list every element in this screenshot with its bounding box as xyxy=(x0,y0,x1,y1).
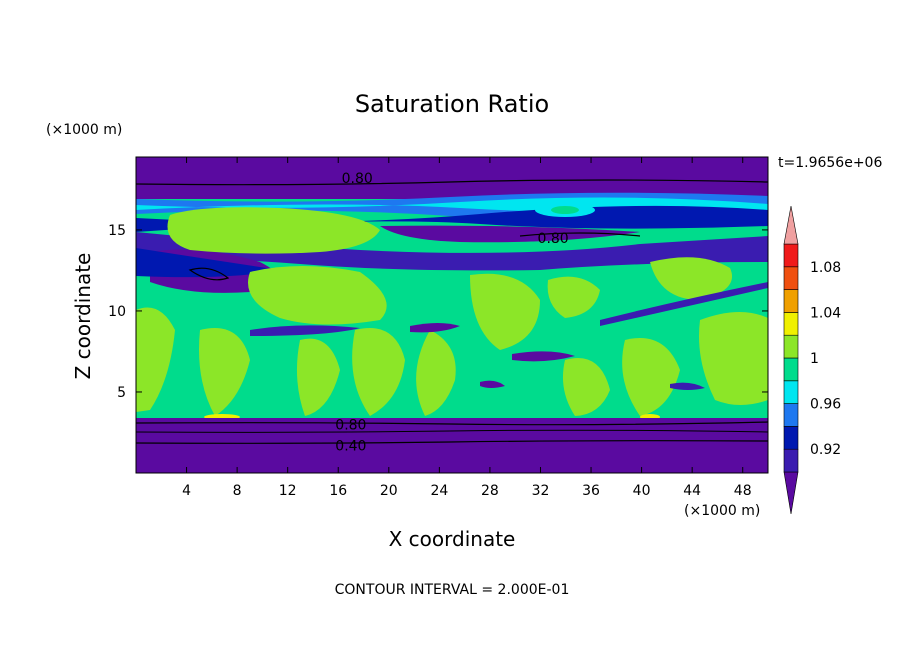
colorbar-swatch xyxy=(783,426,799,450)
green-cell-2 xyxy=(470,273,540,350)
contour-interval-note: CONTOUR INTERVAL = 2.000E-01 xyxy=(335,582,570,598)
green-cell-6 xyxy=(199,328,250,416)
contour-080-low xyxy=(136,421,768,426)
y-tick-label: 10 xyxy=(108,304,126,320)
colorbar-swatch xyxy=(783,357,799,382)
mid-band-purple xyxy=(380,225,640,243)
colorbar-tick-label: 1.08 xyxy=(810,260,841,276)
upper-green-cloud xyxy=(167,207,380,254)
y-axis-ticks: 5 10 15 xyxy=(108,223,768,401)
colorbar-swatch xyxy=(783,448,799,473)
colorbar-swatch xyxy=(783,266,799,290)
y-axis-label: Z coordinate xyxy=(71,253,95,380)
colorbar-under-triangle xyxy=(783,471,799,515)
contour-label: 0.80 xyxy=(538,231,569,247)
colorbar-swatch xyxy=(783,312,799,336)
cyan-blob-core xyxy=(551,206,579,214)
x-tick-label: 48 xyxy=(734,483,752,499)
y-axis-unit: (×1000 m) xyxy=(46,122,122,138)
colorbar: 0.92 0.96 1 1.04 1.08 xyxy=(783,205,841,515)
green-cell-12 xyxy=(699,311,768,405)
time-label: t=1.9656e+06 xyxy=(778,155,882,171)
colorbar-tick-label: 0.96 xyxy=(810,397,841,413)
contour-080-mid xyxy=(519,232,641,237)
colorbar-tick-label: 1 xyxy=(810,351,819,367)
contour-040-low xyxy=(136,440,768,444)
green-cell-5 xyxy=(136,307,175,412)
left-blue-pocket xyxy=(136,248,280,278)
chart-title: Saturation Ratio xyxy=(355,90,549,118)
contour-080-pocket xyxy=(188,267,230,281)
x-tick-label: 32 xyxy=(532,483,550,499)
green-cell-8 xyxy=(352,328,405,416)
contour-label: 0.80 xyxy=(335,417,366,433)
colorbar-tick-label: 0.92 xyxy=(810,442,841,458)
streak-6 xyxy=(670,382,705,390)
colorbar-swatch xyxy=(783,334,799,359)
contour-060-low xyxy=(136,429,768,433)
green-cell-11 xyxy=(622,338,680,416)
bottom-layer xyxy=(136,418,768,473)
streak-2 xyxy=(410,323,460,333)
colorbar-tick-label: 1.04 xyxy=(810,305,841,321)
contour-080-top xyxy=(136,179,768,186)
x-tick-label: 12 xyxy=(279,483,297,499)
x-tick-label: 24 xyxy=(430,483,448,499)
colorbar-swatch xyxy=(783,289,799,313)
green-cell-10 xyxy=(562,358,610,416)
mid-band-indigo xyxy=(136,232,768,271)
x-tick-label: 20 xyxy=(380,483,398,499)
contour-labels: 0.80 0.80 0.80 0.40 xyxy=(335,171,569,454)
x-axis-label: X coordinate xyxy=(389,527,516,551)
colorbar-swatch xyxy=(783,380,799,404)
x-tick-label: 16 xyxy=(329,483,347,499)
x-tick-label: 40 xyxy=(633,483,651,499)
x-tick-label: 28 xyxy=(481,483,499,499)
contour-label: 0.80 xyxy=(342,171,373,187)
green-cell-9 xyxy=(416,330,456,416)
plot-frame xyxy=(135,156,769,474)
green-cell-7 xyxy=(296,338,340,416)
y-tick-label: 15 xyxy=(108,223,126,239)
green-cell-3 xyxy=(650,257,732,300)
streak-5 xyxy=(480,380,505,388)
colorbar-swatch xyxy=(783,243,799,268)
upper-band-dark xyxy=(136,205,768,232)
y-tick-label: 5 xyxy=(117,385,126,401)
green-cell-1 xyxy=(248,266,387,325)
green-cell-4 xyxy=(547,276,600,318)
plot-area xyxy=(136,157,768,473)
top-layer xyxy=(136,157,768,199)
x-tick-label: 4 xyxy=(182,483,191,499)
streak-4 xyxy=(600,282,768,326)
x-tick-label: 8 xyxy=(233,483,242,499)
streak-1 xyxy=(250,325,360,336)
colorbar-swatch xyxy=(783,403,799,427)
x-tick-label: 44 xyxy=(683,483,701,499)
streak-3 xyxy=(512,351,575,362)
x-tick-label: 36 xyxy=(582,483,600,499)
contour-label: 0.40 xyxy=(335,438,366,454)
x-axis-unit: (×1000 m) xyxy=(684,503,760,519)
x-axis-ticks: 4 8 12 16 20 24 28 32 36 40 44 48 xyxy=(182,157,752,499)
colorbar-over-triangle xyxy=(783,205,799,245)
